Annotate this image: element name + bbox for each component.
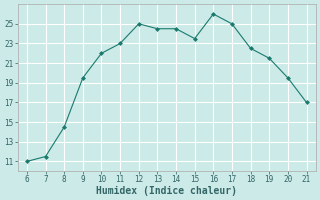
X-axis label: Humidex (Indice chaleur): Humidex (Indice chaleur)	[96, 186, 237, 196]
